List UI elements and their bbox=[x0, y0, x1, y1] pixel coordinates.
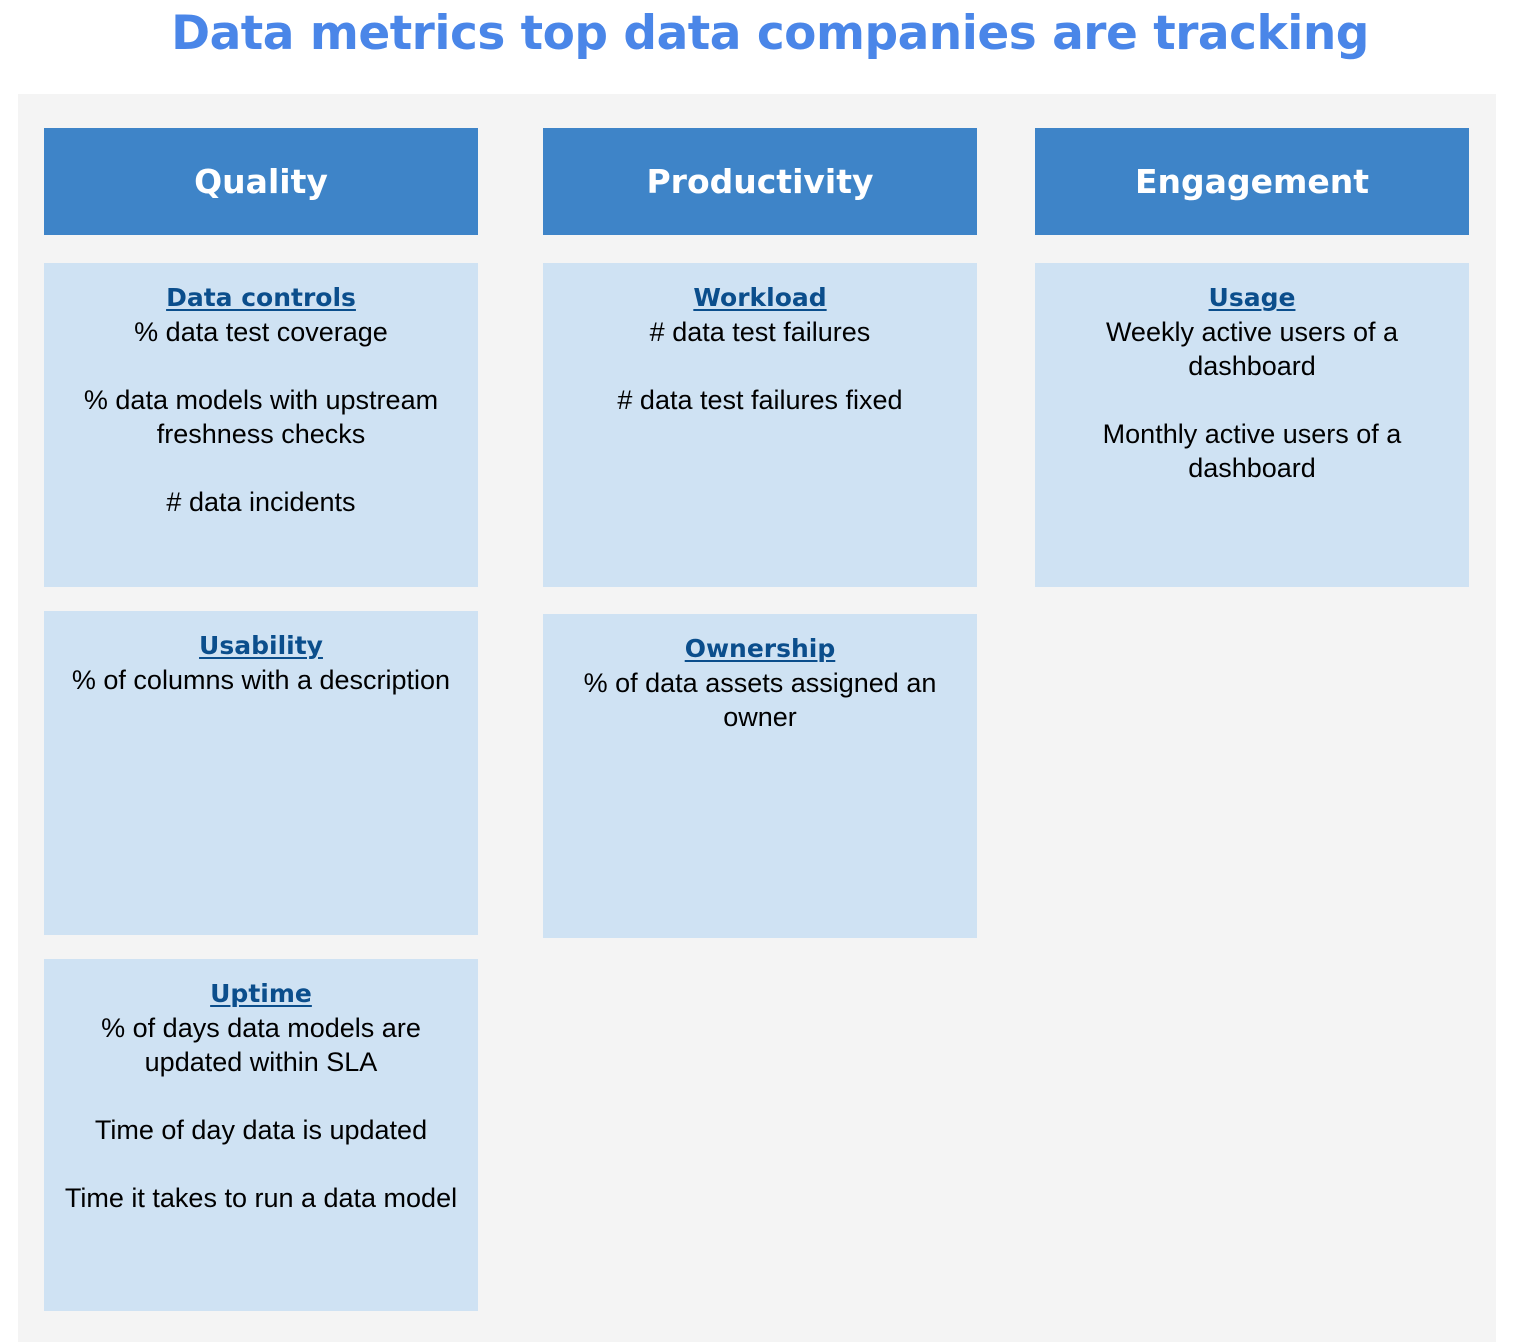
metric-days-within-sla: % of days data models are updated within… bbox=[101, 1013, 421, 1077]
column-header-engagement: Engagement bbox=[1035, 128, 1469, 235]
column-header-quality: Quality bbox=[44, 128, 478, 235]
metric-data-test-failures-fixed: # data test failures fixed bbox=[617, 385, 903, 415]
metric-upstream-freshness-checks: % data models with upstream freshness ch… bbox=[83, 385, 439, 449]
metric-assets-assigned-owner: % of data assets assigned an owner bbox=[583, 668, 937, 732]
card-title-workload: Workload bbox=[693, 283, 827, 312]
metric-time-to-run-model: Time it takes to run a data model bbox=[64, 1183, 458, 1213]
card-uptime: Uptime % of days data models are updated… bbox=[44, 959, 478, 1311]
card-workload: Workload # data test failures # data tes… bbox=[543, 263, 977, 587]
card-usage: Usage Weekly active users of a dashboard… bbox=[1035, 263, 1469, 587]
card-title-ownership: Ownership bbox=[684, 634, 836, 663]
column-header-productivity: Productivity bbox=[543, 128, 977, 235]
card-title-usability: Usability bbox=[199, 631, 323, 660]
page-title: Data metrics top data companies are trac… bbox=[171, 6, 1369, 61]
metric-data-incidents: # data incidents bbox=[166, 487, 356, 517]
card-title-usage: Usage bbox=[1208, 283, 1296, 312]
metric-time-of-day-updated: Time of day data is updated bbox=[94, 1115, 428, 1145]
metric-data-test-failures: # data test failures bbox=[649, 317, 871, 347]
metric-monthly-active-users: Monthly active users of a dashboard bbox=[1102, 419, 1402, 483]
card-title-data-controls: Data controls bbox=[166, 283, 356, 312]
card-title-uptime: Uptime bbox=[210, 979, 312, 1008]
metric-columns-with-description: % of columns with a description bbox=[71, 665, 451, 695]
metric-data-test-coverage: % data test coverage bbox=[134, 317, 388, 347]
card-usability: Usability % of columns with a descriptio… bbox=[44, 611, 478, 935]
card-data-controls: Data controls % data test coverage % dat… bbox=[44, 263, 478, 587]
card-ownership: Ownership % of data assets assigned an o… bbox=[543, 614, 977, 938]
metric-weekly-active-users: Weekly active users of a dashboard bbox=[1105, 317, 1399, 381]
